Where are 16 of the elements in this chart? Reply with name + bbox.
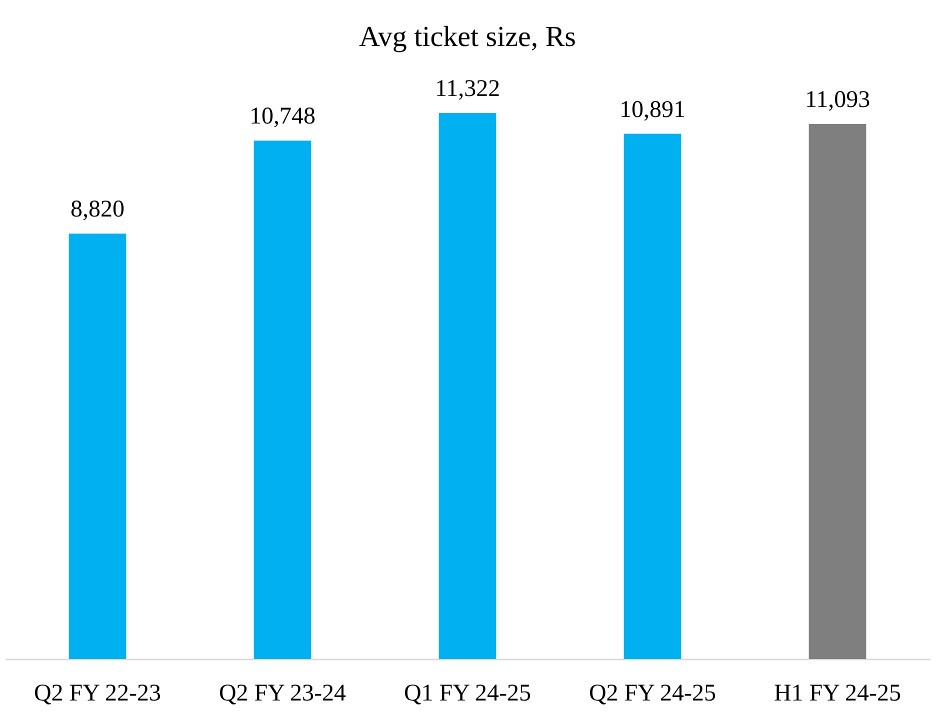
bar <box>438 113 496 659</box>
chart-title: Avg ticket size, Rs <box>359 21 576 53</box>
x-tick-label: H1 FY 24-25 <box>774 680 902 706</box>
data-label: 10,748 <box>250 104 316 130</box>
data-label: 8,820 <box>70 196 124 223</box>
x-tick-label: Q2 FY 24-25 <box>588 680 716 706</box>
data-label: 10,891 <box>620 96 686 123</box>
bar <box>68 234 126 659</box>
bar <box>808 124 866 659</box>
x-tick-label: Q2 FY 22-23 <box>34 680 162 706</box>
data-label: 11,322 <box>434 76 500 102</box>
x-tick-label: Q1 FY 24-25 <box>404 680 532 706</box>
data-label: 11,093 <box>804 87 870 114</box>
x-tick-label: Q2 FY 23-24 <box>218 680 346 706</box>
bar <box>254 140 312 659</box>
bar <box>624 134 682 659</box>
